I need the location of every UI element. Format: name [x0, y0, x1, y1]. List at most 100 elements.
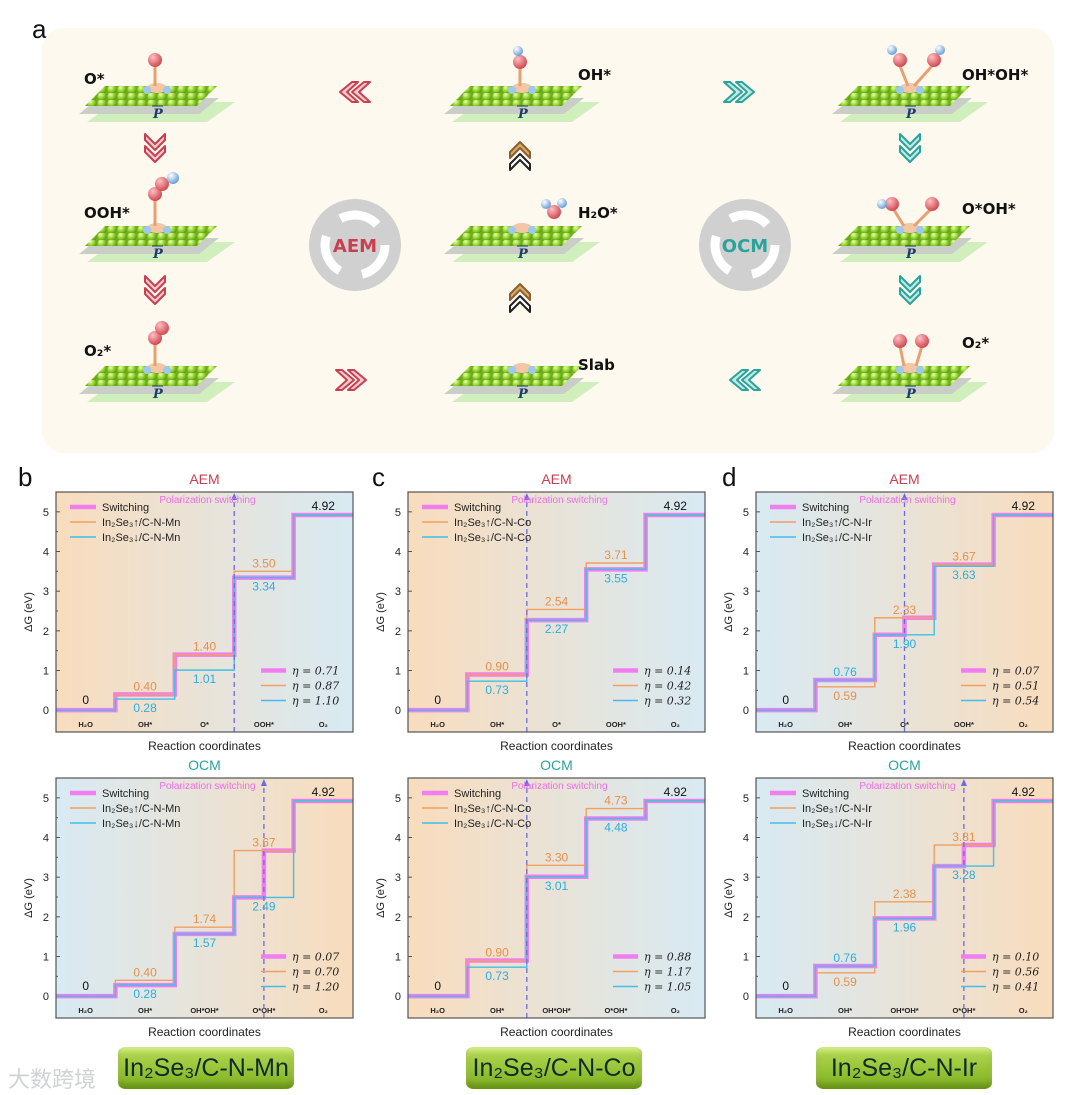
value-label-down: 4.48 [604, 820, 628, 834]
category-label: OH* [138, 1006, 152, 1015]
plot-background [56, 778, 353, 1018]
category-label: OH* [490, 720, 504, 729]
value-label-up: 0.40 [133, 679, 157, 693]
value-label-end: 4.92 [1012, 785, 1036, 799]
value-label-down: 1.90 [893, 637, 917, 651]
y-tick-label: 4 [743, 547, 749, 559]
series-polarization-down [756, 514, 1053, 711]
material-label-co: In₂Se₃/C-N-Co [466, 1047, 642, 1089]
y-tick-label: 5 [43, 793, 49, 805]
chevron-down-icon [899, 133, 921, 305]
value-label-start: 0 [782, 979, 789, 993]
y-tick-label: 5 [395, 793, 401, 805]
state-label-o2-left: O₂* [84, 342, 111, 360]
state-label-oh: OH* [578, 66, 611, 84]
polarization-switching-annotation: Polarization switching [511, 495, 607, 506]
slab-h2o [443, 198, 601, 263]
legend-label: Switching [454, 502, 501, 514]
value-label-up: 2.38 [893, 887, 917, 901]
y-axis-label: ΔG (eV) [723, 878, 735, 918]
category-label: OH* [490, 1006, 504, 1015]
value-label-down: 0.73 [485, 683, 509, 697]
eta-legend-label: η = 1.17 [644, 966, 691, 979]
value-label-up: 0.40 [133, 965, 157, 979]
legend-label: Switching [802, 502, 849, 514]
legend-label: In₂Se₃↑/C-N-Co [454, 803, 531, 815]
chevron-down-icon [144, 133, 166, 305]
eta-legend-label: η = 0.56 [992, 966, 1039, 979]
category-label: O* [552, 720, 561, 729]
plot-background [56, 492, 353, 732]
switching-arrow-icon [523, 493, 530, 500]
y-tick-label: 0 [43, 705, 49, 717]
eta-legend-label: η = 0.88 [644, 951, 691, 964]
y-tick-label: 4 [395, 833, 401, 845]
chart-svg: AEM 0 1 2 3 4 5 ΔG (eV) Reaction coordinates H₂O O… [375, 471, 706, 753]
chart-svg: OCM 0 1 2 3 4 5 ΔG (eV) Reaction coordinates H₂O O… [23, 757, 354, 1039]
y-tick-label: 4 [395, 547, 401, 559]
value-label-up: 1.74 [193, 912, 217, 926]
category-label: OH* [838, 720, 852, 729]
value-label-start: 0 [434, 979, 441, 993]
polarization-switching-annotation: Polarization switching [859, 781, 955, 792]
eta-legend-label: η = 0.07 [292, 951, 339, 964]
eta-legend-label: η = 0.71 [292, 665, 339, 678]
category-label: H₂O [778, 720, 793, 729]
category-label: O₂ [1019, 1006, 1028, 1015]
y-axis-label: ΔG (eV) [375, 592, 387, 632]
legend-label: In₂Se₃↑/C-N-Co [454, 517, 531, 529]
y-tick-label: 2 [743, 912, 749, 924]
ocm-cycle-label: OCM [722, 236, 768, 257]
legend-label: In₂Se₃↓/C-N-Mn [102, 818, 180, 830]
aem-cycle-label: AEM [333, 236, 377, 257]
slab-bare [443, 362, 601, 403]
slab-o2-right [831, 334, 989, 403]
x-axis-label: Reaction coordinates [500, 739, 613, 753]
value-label-up: 3.67 [952, 550, 976, 564]
panel-label-a: a [32, 14, 47, 44]
x-axis-label: Reaction coordinates [148, 1025, 261, 1039]
value-label-up: 0.59 [833, 975, 857, 989]
x-axis-label: Reaction coordinates [500, 1025, 613, 1039]
category-label: O₂ [671, 1006, 680, 1015]
chevron-right-icon [723, 81, 755, 103]
value-label-down: 2.27 [545, 622, 569, 636]
legend-label: In₂Se₃↑/C-N-Ir [802, 803, 872, 815]
switching-arrow-icon [960, 779, 967, 786]
value-label-down: 2.49 [252, 899, 276, 913]
y-tick-label: 3 [395, 586, 401, 598]
chart-title: OCM [188, 757, 221, 773]
chart-svg: OCM 0 1 2 3 4 5 ΔG (eV) Reaction coordinates H₂O O… [375, 757, 706, 1039]
category-label: OOH* [254, 720, 274, 729]
y-tick-label: 5 [743, 507, 749, 519]
plot-frame [55, 491, 354, 733]
value-label-down: 3.63 [952, 568, 976, 582]
value-label-down: 3.34 [252, 580, 276, 594]
value-label-up: 2.54 [545, 594, 569, 608]
y-tick-label: 1 [743, 666, 749, 678]
eta-legend-label: η = 0.14 [644, 665, 691, 678]
chart-svg: AEM 0 1 2 3 4 5 ΔG (eV) Reaction coordinates H₂O O… [23, 471, 354, 753]
category-label: O* [200, 720, 209, 729]
eta-legend-label: η = 0.54 [992, 695, 1039, 708]
value-label-down: 0.73 [485, 969, 509, 983]
value-label-up: 3.67 [252, 836, 276, 850]
y-tick-label: 5 [743, 793, 749, 805]
chevron-left-icon [339, 81, 371, 103]
value-label-end: 4.92 [312, 785, 336, 799]
polarization-switching-annotation: Polarization switching [159, 495, 255, 506]
eta-legend-label: η = 1.05 [644, 981, 691, 994]
y-tick-label: 2 [743, 626, 749, 638]
eta-legend-label: η = 0.51 [992, 680, 1039, 693]
switching-arrow-icon [231, 493, 238, 500]
value-label-down: 0.28 [133, 701, 157, 715]
legend-label: In₂Se₃↓/C-N-Ir [802, 818, 872, 830]
plot-frame [407, 777, 706, 1019]
value-label-down: 0.76 [833, 665, 857, 679]
value-label-up: 3.50 [252, 556, 276, 570]
chevron-left-icon [729, 369, 761, 391]
y-tick-label: 1 [395, 666, 401, 678]
category-label: H₂O [778, 1006, 793, 1015]
switching-arrow-icon [523, 779, 530, 786]
schematic-svg: P AEM OCM O* [78, 45, 1028, 403]
